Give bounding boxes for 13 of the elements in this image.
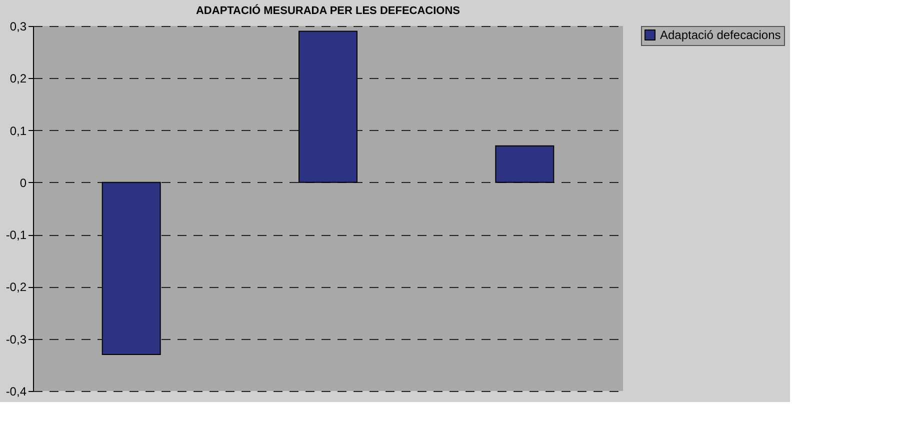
y-tick-label: 0,3 bbox=[10, 20, 27, 34]
y-tick-label: -0,2 bbox=[6, 280, 27, 294]
legend-label: Adaptació defecacions bbox=[660, 28, 781, 42]
y-tick-label: 0,1 bbox=[10, 124, 27, 138]
y-tick-label: -0,4 bbox=[6, 384, 27, 398]
y-tick-label: 0 bbox=[20, 176, 27, 190]
y-tick-label: 0,2 bbox=[10, 72, 27, 86]
bar bbox=[298, 30, 358, 183]
y-tick-label: -0,3 bbox=[6, 332, 27, 346]
bar bbox=[495, 145, 554, 183]
y-tick-label: -0,1 bbox=[6, 228, 27, 242]
bar bbox=[102, 182, 161, 355]
chart-title: ADAPTACIÓ MESURADA PER LES DEFECACIONS bbox=[196, 4, 460, 17]
